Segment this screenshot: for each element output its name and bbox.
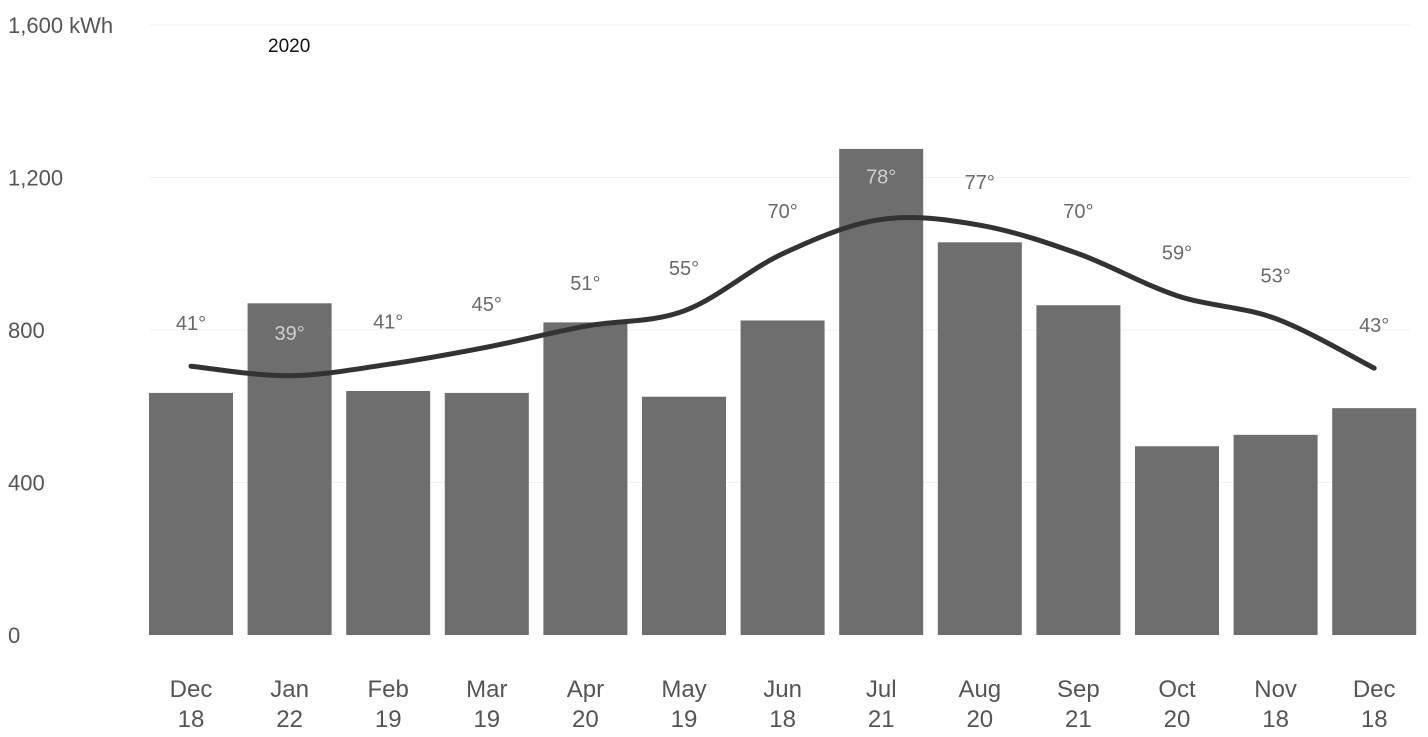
temperature-label: 41° bbox=[176, 313, 206, 335]
temperature-label: 41° bbox=[373, 311, 403, 333]
y-tick-label: 1,200 bbox=[8, 166, 63, 191]
temperature-line bbox=[188, 214, 1377, 379]
bar bbox=[444, 392, 529, 635]
x-axis: Dec 18 Jan 22 Feb 19 Mar 19 Apr 20 May 19 Jun 18 Jul 21… bbox=[170, 676, 1396, 733]
x-tick-day: 20 bbox=[966, 706, 993, 733]
x-tick-day: 19 bbox=[671, 706, 698, 733]
x-tick-day: 18 bbox=[1262, 706, 1289, 733]
bar-series bbox=[149, 148, 1417, 635]
temperature-label: 78° bbox=[866, 166, 896, 188]
x-tick-month: Oct bbox=[1158, 676, 1196, 703]
temperature-label: 77° bbox=[965, 172, 995, 194]
temperature-labels: 41° 39° 41° 45° 51° 55° 70° 78° 77° 70° 59° 53° 43° bbox=[176, 166, 1389, 344]
temperature-label: 43° bbox=[1359, 315, 1389, 337]
temperature-label: 53° bbox=[1260, 266, 1290, 288]
x-tick-month: Feb bbox=[368, 676, 409, 703]
x-tick-day: 19 bbox=[473, 706, 500, 733]
x-tick-month: Jun bbox=[763, 676, 802, 703]
temperature-label: 45° bbox=[472, 294, 502, 316]
chart-title: 2020 bbox=[268, 36, 310, 57]
y-tick-label: 400 bbox=[8, 471, 45, 496]
bar bbox=[247, 303, 332, 635]
x-tick-month: Dec bbox=[170, 676, 213, 703]
bar bbox=[740, 320, 825, 635]
x-tick-month: May bbox=[661, 676, 706, 703]
x-tick-day: 20 bbox=[1164, 706, 1191, 733]
bar bbox=[149, 392, 233, 635]
x-tick-day: 18 bbox=[769, 706, 796, 733]
x-tick-month: Dec bbox=[1353, 676, 1396, 703]
bar bbox=[937, 242, 1022, 635]
x-tick-day: 21 bbox=[868, 706, 895, 733]
temperature-label: 39° bbox=[274, 323, 304, 345]
bar bbox=[1332, 408, 1417, 635]
y-tick-label: 0 bbox=[8, 623, 20, 648]
y-tick-label: 800 bbox=[8, 318, 45, 343]
temperature-label: 70° bbox=[767, 201, 797, 223]
bar bbox=[1233, 434, 1318, 635]
x-tick-day: 18 bbox=[178, 706, 205, 733]
bar bbox=[346, 391, 431, 635]
x-tick-day: 20 bbox=[572, 706, 599, 733]
x-tick-month: Mar bbox=[466, 676, 507, 703]
x-tick-month: Jul bbox=[866, 676, 897, 703]
x-tick-month: Sep bbox=[1057, 676, 1100, 703]
temperature-label: 59° bbox=[1162, 243, 1192, 265]
x-tick-day: 21 bbox=[1065, 706, 1092, 733]
x-tick-day: 22 bbox=[276, 706, 303, 733]
bar bbox=[642, 396, 726, 635]
y-axis: 1,600 kWh 1,200 800 400 0 bbox=[8, 13, 113, 648]
temperature-label: 55° bbox=[669, 258, 699, 280]
x-tick-month: Jan bbox=[270, 676, 309, 703]
y-tick-label: 1,600 kWh bbox=[8, 13, 113, 38]
bar bbox=[1135, 446, 1219, 635]
temperature-line-series bbox=[188, 214, 1377, 379]
bar bbox=[1036, 305, 1121, 635]
bar bbox=[543, 322, 628, 635]
x-tick-month: Apr bbox=[567, 676, 604, 703]
temperature-label: 70° bbox=[1063, 201, 1093, 223]
x-tick-month: Aug bbox=[958, 676, 1001, 703]
x-tick-day: 19 bbox=[375, 706, 402, 733]
x-tick-day: 18 bbox=[1361, 706, 1388, 733]
temperature-label: 51° bbox=[570, 273, 600, 295]
x-tick-month: Nov bbox=[1254, 676, 1297, 703]
bar bbox=[839, 148, 924, 635]
